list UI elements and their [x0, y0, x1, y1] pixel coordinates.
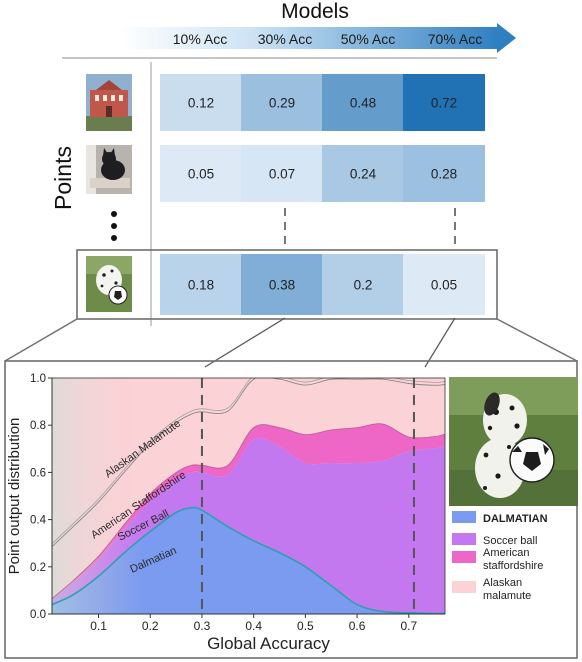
x-axis-label: Global Accuracy: [207, 634, 330, 653]
y-tick-label: 0.6: [30, 467, 46, 479]
highlight-row-frame: [76, 249, 498, 320]
heat-cell: [160, 74, 242, 131]
dalmatian-photo: [86, 256, 132, 312]
y-tick-label: 1.0: [30, 373, 46, 385]
legend-swatch: [452, 533, 476, 545]
zoom-line-left: [4, 318, 78, 362]
legend-label: Alaskan: [483, 577, 522, 589]
building-photo: [86, 74, 132, 131]
legend-swatch: [452, 511, 476, 523]
plot-haze: [52, 378, 142, 614]
points-label: Points: [50, 146, 76, 210]
more-rows-ellipsis: [111, 211, 117, 241]
heat-value: 0.12: [188, 96, 214, 111]
legend-label: Soccer ball: [483, 535, 537, 547]
heat-cell: [241, 145, 323, 202]
y-tick-label: 0.0: [30, 609, 46, 621]
stacked-area-chart: 0.1 0.2 0.3 0.4 0.5 0.6 0.7 0.0 0.2 0.4 0.6 0.8 1.0 G…: [6, 373, 446, 653]
heat-cell: [241, 74, 323, 131]
heat-value: 0.2: [354, 278, 373, 293]
y-tick-label: 0.4: [30, 515, 47, 527]
heat-cell: [403, 74, 485, 131]
heat-cell: [322, 254, 404, 315]
heat-cell: [322, 145, 404, 202]
zoom-line-right: [496, 318, 578, 362]
heat-value: 0.24: [350, 167, 377, 182]
connector-30-b: [204, 317, 286, 368]
legend: DALMATIAN Soccer ballAmericanstaffordshir…: [452, 511, 548, 602]
models-label: Models: [281, 0, 349, 23]
staffordshire-edge-line: [52, 423, 445, 599]
plot-frame: [51, 377, 446, 615]
zoom-frame: [4, 360, 578, 659]
x-tick-label: 0.3: [194, 619, 211, 633]
heat-value: 0.28: [431, 167, 457, 182]
column-label: 50% Acc: [341, 31, 395, 47]
legend-label: malamute: [483, 590, 531, 602]
models-arrow: [120, 23, 516, 53]
heat-value: 0.29: [269, 96, 295, 111]
heat-value: 0.07: [269, 167, 295, 182]
heat-value: 0.05: [188, 167, 214, 182]
x-tick-label: 0.5: [297, 619, 314, 633]
area-series: [52, 378, 445, 599]
column-label: 70% Acc: [428, 31, 482, 47]
column-label: 30% Acc: [258, 31, 312, 47]
area-series: [52, 507, 445, 614]
legend-label: American: [483, 547, 529, 559]
heat-value: 0.72: [431, 96, 457, 111]
heat-value: 0.18: [188, 278, 214, 293]
dalmatian-edge-line: [52, 506, 445, 614]
heat-cell: [322, 74, 404, 131]
heat-value: 0.05: [431, 278, 457, 293]
x-tick-label: 0.6: [349, 619, 366, 633]
x-tick-label: 0.2: [142, 619, 159, 633]
heat-cell: [160, 254, 242, 315]
plot-region: [52, 378, 445, 614]
y-tick-label: 0.2: [30, 562, 46, 574]
legend-swatch: [452, 551, 476, 563]
area-series: [52, 423, 445, 600]
heat-cell: [241, 254, 323, 315]
malamute-line: [52, 378, 445, 548]
connector-70-b: [424, 317, 456, 368]
heat-cell: [403, 145, 485, 202]
area-series: [52, 437, 445, 614]
heat-value: 0.38: [269, 278, 295, 293]
x-tick-label: 0.1: [90, 619, 107, 633]
heat-cell: [403, 254, 485, 315]
heat-value: 0.48: [350, 96, 376, 111]
x-tick-label: 0.4: [245, 619, 262, 633]
heat-cell: [160, 145, 242, 202]
column-label: 10% Acc: [173, 31, 227, 47]
y-tick-label: 0.8: [30, 420, 46, 432]
legend-label: DALMATIAN: [483, 513, 548, 525]
dalmatian-large-photo: [449, 377, 578, 506]
malamute-line: [52, 378, 445, 544]
cat-photo: [86, 145, 132, 194]
legend-swatch: [452, 581, 476, 593]
legend-label: staffordshire: [483, 560, 543, 572]
y-axis-label: Point output distribution: [6, 418, 23, 575]
x-tick-label: 0.7: [400, 619, 417, 633]
